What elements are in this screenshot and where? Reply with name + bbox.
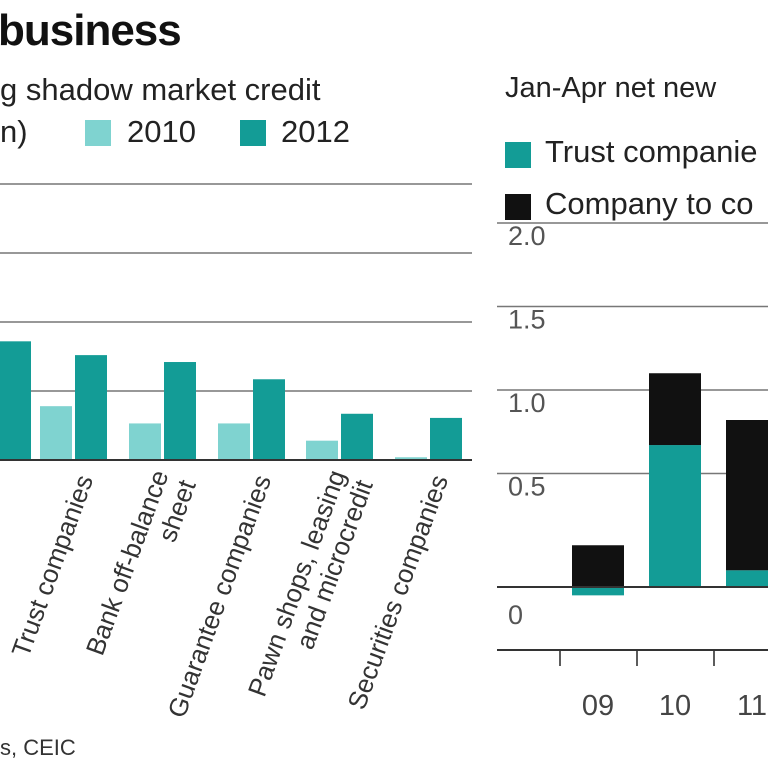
bar-trust-11 <box>726 570 768 587</box>
bar-2012-0 <box>0 341 31 460</box>
right-chart-subtitle: Jan-Apr net new <box>505 72 717 104</box>
legend-swatch-2012 <box>240 120 266 146</box>
bar-2012-2 <box>164 362 196 460</box>
bar-company-09 <box>572 545 624 587</box>
bar-trust-10 <box>649 445 701 587</box>
bar-company-11 <box>726 420 768 571</box>
y-tick-label: 1.0 <box>508 388 546 418</box>
legend-swatch-company <box>505 194 531 220</box>
y-tick-label: 1.5 <box>508 305 546 335</box>
bar-2010-2 <box>129 423 161 460</box>
source-note: s, CEIC <box>0 735 76 760</box>
legend-label-company: Company to co <box>545 186 754 221</box>
left-chart-subtitle: g shadow market credit <box>0 72 321 107</box>
bar-2012-4 <box>341 413 373 460</box>
bar-2010-4 <box>306 440 338 460</box>
bar-2010-1 <box>40 406 72 460</box>
bar-2010-5 <box>395 457 427 460</box>
x-tick-label: 11 <box>737 690 767 722</box>
y-tick-label: 2.0 <box>508 221 546 251</box>
bar-2012-3 <box>253 379 285 460</box>
y-tick-label: 0.5 <box>508 472 546 502</box>
bar-2012-1 <box>75 355 107 460</box>
bar-2010-3 <box>218 423 250 460</box>
legend-label-2012: 2012 <box>281 114 350 149</box>
legend-label-2010: 2010 <box>127 114 196 149</box>
chart-title: business <box>0 6 182 55</box>
legend-swatch-2010 <box>85 120 111 146</box>
bar-trust-09 <box>572 587 624 596</box>
bar-company-10 <box>649 373 701 446</box>
x-tick-label: 10 <box>659 690 691 722</box>
left-chart-unit: n) <box>0 114 28 149</box>
legend-swatch-trust <box>505 142 531 168</box>
bar-2012-5 <box>430 417 462 460</box>
legend-label-trust: Trust companie <box>545 134 758 169</box>
x-tick-label: 09 <box>582 690 614 722</box>
y-tick-label: 0 <box>508 600 523 630</box>
